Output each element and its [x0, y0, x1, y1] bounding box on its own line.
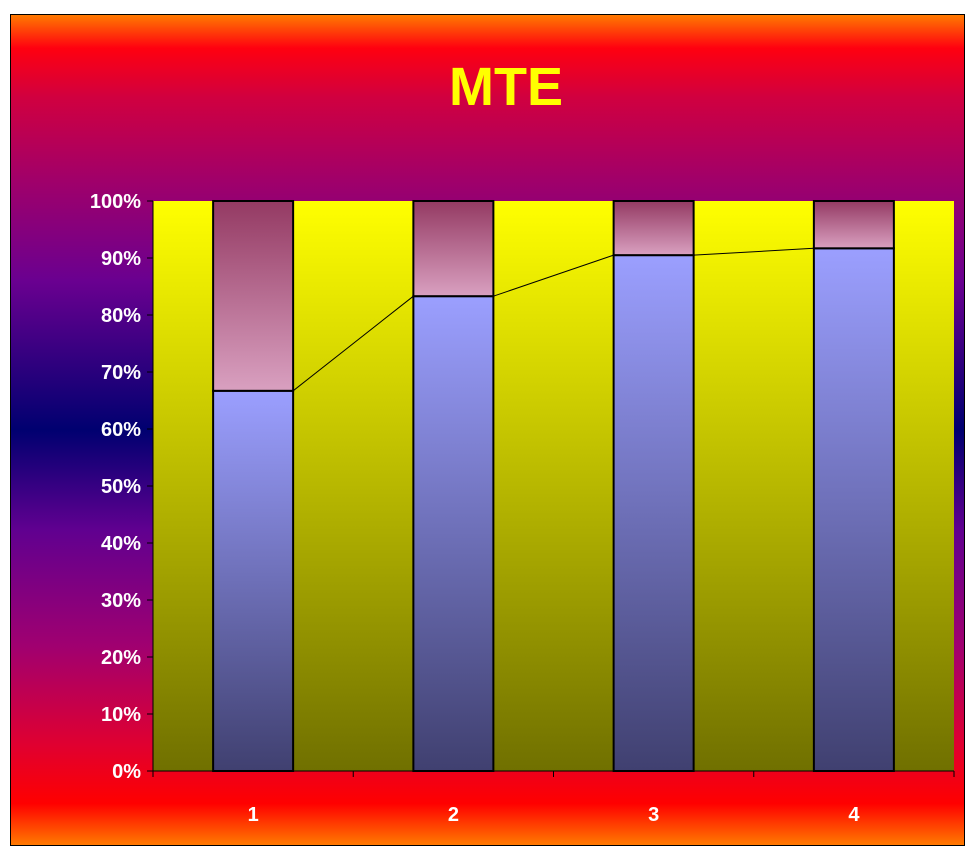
series-line-segment	[292, 295, 414, 392]
y-tick-label: 70%	[101, 362, 141, 384]
y-tick-label: 0%	[112, 761, 141, 783]
bar-segment-upper	[212, 200, 295, 392]
bar-segment-lower	[812, 247, 895, 772]
x-tick-label: 1	[248, 804, 259, 826]
bar-segment-upper	[812, 200, 895, 250]
bar-segment-upper	[412, 200, 495, 298]
bar-segment-lower	[212, 389, 295, 772]
y-tick-label: 50%	[101, 476, 141, 498]
chart: MTE 0% 10% 20% 30% 40% 50% 60% 70% 80% 90% 100% 1 2 3…	[90, 57, 955, 826]
y-tick-label: 60%	[101, 419, 141, 441]
y-tick-label: 10%	[101, 704, 141, 726]
y-tick-label: 90%	[101, 248, 141, 270]
y-tick-label: 30%	[101, 590, 141, 612]
x-tick-label: 3	[648, 804, 659, 826]
y-tick-label: 20%	[101, 647, 141, 669]
x-tick-label: 4	[848, 804, 860, 826]
y-tick-label: 80%	[101, 305, 141, 327]
chart-title: MTE	[449, 57, 563, 117]
y-tick-label: 40%	[101, 533, 141, 555]
y-tick-label: 100%	[90, 191, 141, 213]
bar-segment-upper	[612, 200, 695, 257]
series-line-segment	[693, 247, 814, 256]
series-line-segment	[493, 254, 614, 297]
x-tick-label: 2	[448, 804, 459, 826]
bar-segment-lower	[412, 295, 495, 772]
bar-segment-lower	[612, 254, 695, 772]
chart-frame: MTE 0% 10% 20% 30% 40% 50% 60% 70% 80% 90% 100% 1 2 3…	[10, 14, 965, 846]
